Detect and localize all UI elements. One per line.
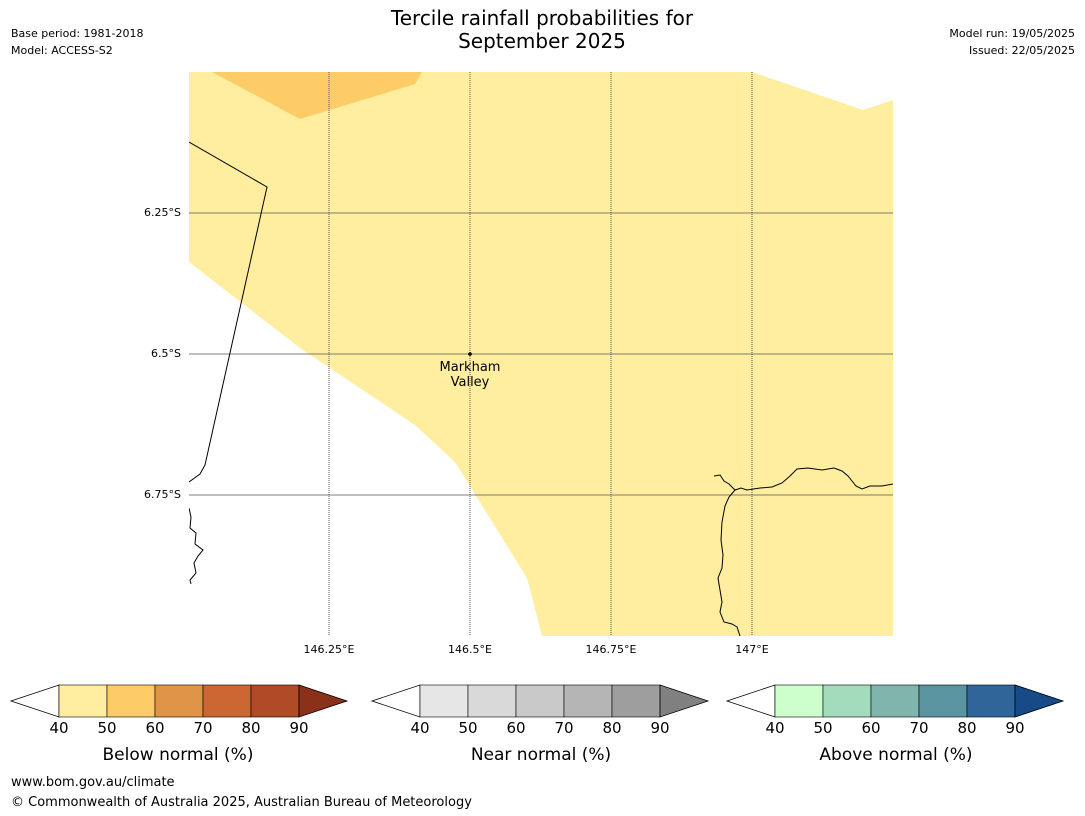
colorbar-tick-label: 90 [650,719,670,737]
title-line-1: Tercile rainfall probabilities for [390,6,694,30]
coastline-right [713,467,893,491]
colorbar-segment [918,684,968,718]
colorbar-title-below: Below normal (%) [102,745,254,765]
lat-label: 6.75°S [144,488,181,501]
metadata-right: Model run: 19/05/2025 Issued: 22/05/2025 [949,25,1075,59]
place-label: Markham Valley [420,360,520,390]
place-label-line-2: Valley [450,375,490,390]
colorbar-tick-label: 50 [813,719,833,737]
colorbar-extend-min [9,684,60,718]
colorbar-tick-label: 40 [410,719,430,737]
model-text: Model: ACCESS-S2 [11,44,113,57]
colorbar-segment [515,684,565,718]
colorbar-tick-label: 70 [193,719,213,737]
below-normal-50-60-region [212,72,422,119]
colorbar-segment [419,684,469,718]
colorbar-segment [822,684,872,718]
colorbar-tick-label: 80 [602,719,622,737]
colorbar-segment [154,684,204,718]
colorbar-segment [611,684,661,718]
colorbar-tick-label: 60 [145,719,165,737]
issued-text: Issued: 22/05/2025 [968,44,1075,57]
colorbar-title-above: Above normal (%) [819,745,973,765]
base-period-text: Base period: 1981-2018 [11,27,144,40]
metadata-left: Base period: 1981-2018 Model: ACCESS-S2 [11,25,143,59]
colorbar-tick-label: 40 [49,719,69,737]
coastline-left [189,507,204,585]
footer-copyright: © Commonwealth of Australia 2025, Austra… [11,795,472,810]
footer-url: www.bom.gov.au/climate [11,775,175,790]
colorbar-extend-max [1014,684,1065,718]
colorbar-tick-label: 40 [765,719,785,737]
lat-label: 6.5°S [151,347,181,360]
place-marker [468,352,472,356]
coastline-right-south [717,489,741,636]
colorbar-below-normal [9,684,349,718]
colorbar-extend-min [725,684,776,718]
colorbar-tick-label: 60 [506,719,526,737]
colorbar-segment [774,684,824,718]
colorbar-tick-label: 80 [241,719,261,737]
lon-label: 146.5°E [448,643,492,656]
lat-label: 6.25°S [144,206,181,219]
place-label-line-1: Markham [439,360,501,375]
province-boundary [189,141,268,483]
lon-label: 146.75°E [585,643,637,656]
colorbar-segment [250,684,300,718]
colorbars [9,684,1065,718]
colorbar-segment [870,684,920,718]
colorbar-segment [467,684,517,718]
colorbar-segment [966,684,1016,718]
colorbar-tick-label: 90 [289,719,309,737]
colorbar-extend-max [298,684,349,718]
colorbar-segment [563,684,613,718]
title-line-2: September 2025 [458,29,626,53]
colorbar-tick-label: 50 [97,719,117,737]
colorbar-above-normal [725,684,1065,718]
colorbar-tick-label: 70 [554,719,574,737]
colorbar-tick-label: 50 [458,719,478,737]
footer: www.bom.gov.au/climate © Commonwealth of… [11,773,472,813]
colorbar-segment [202,684,252,718]
colorbar-segment [58,684,108,718]
lon-label: 146.25°E [303,643,355,656]
colorbar-tick-label: 90 [1005,719,1025,737]
colorbar-tick-label: 80 [957,719,977,737]
colorbar-extend-min [370,684,421,718]
colorbar-near-normal [370,684,710,718]
page-title: Tercile rainfall probabilities for Septe… [342,7,742,53]
colorbar-tick-label: 70 [909,719,929,737]
colorbar-tick-label: 60 [861,719,881,737]
colorbar-extend-max [659,684,710,718]
model-run-text: Model run: 19/05/2025 [949,27,1075,40]
colorbar-title-near: Near normal (%) [470,745,612,765]
lon-label: 147°E [735,643,769,656]
colorbar-segment [106,684,156,718]
